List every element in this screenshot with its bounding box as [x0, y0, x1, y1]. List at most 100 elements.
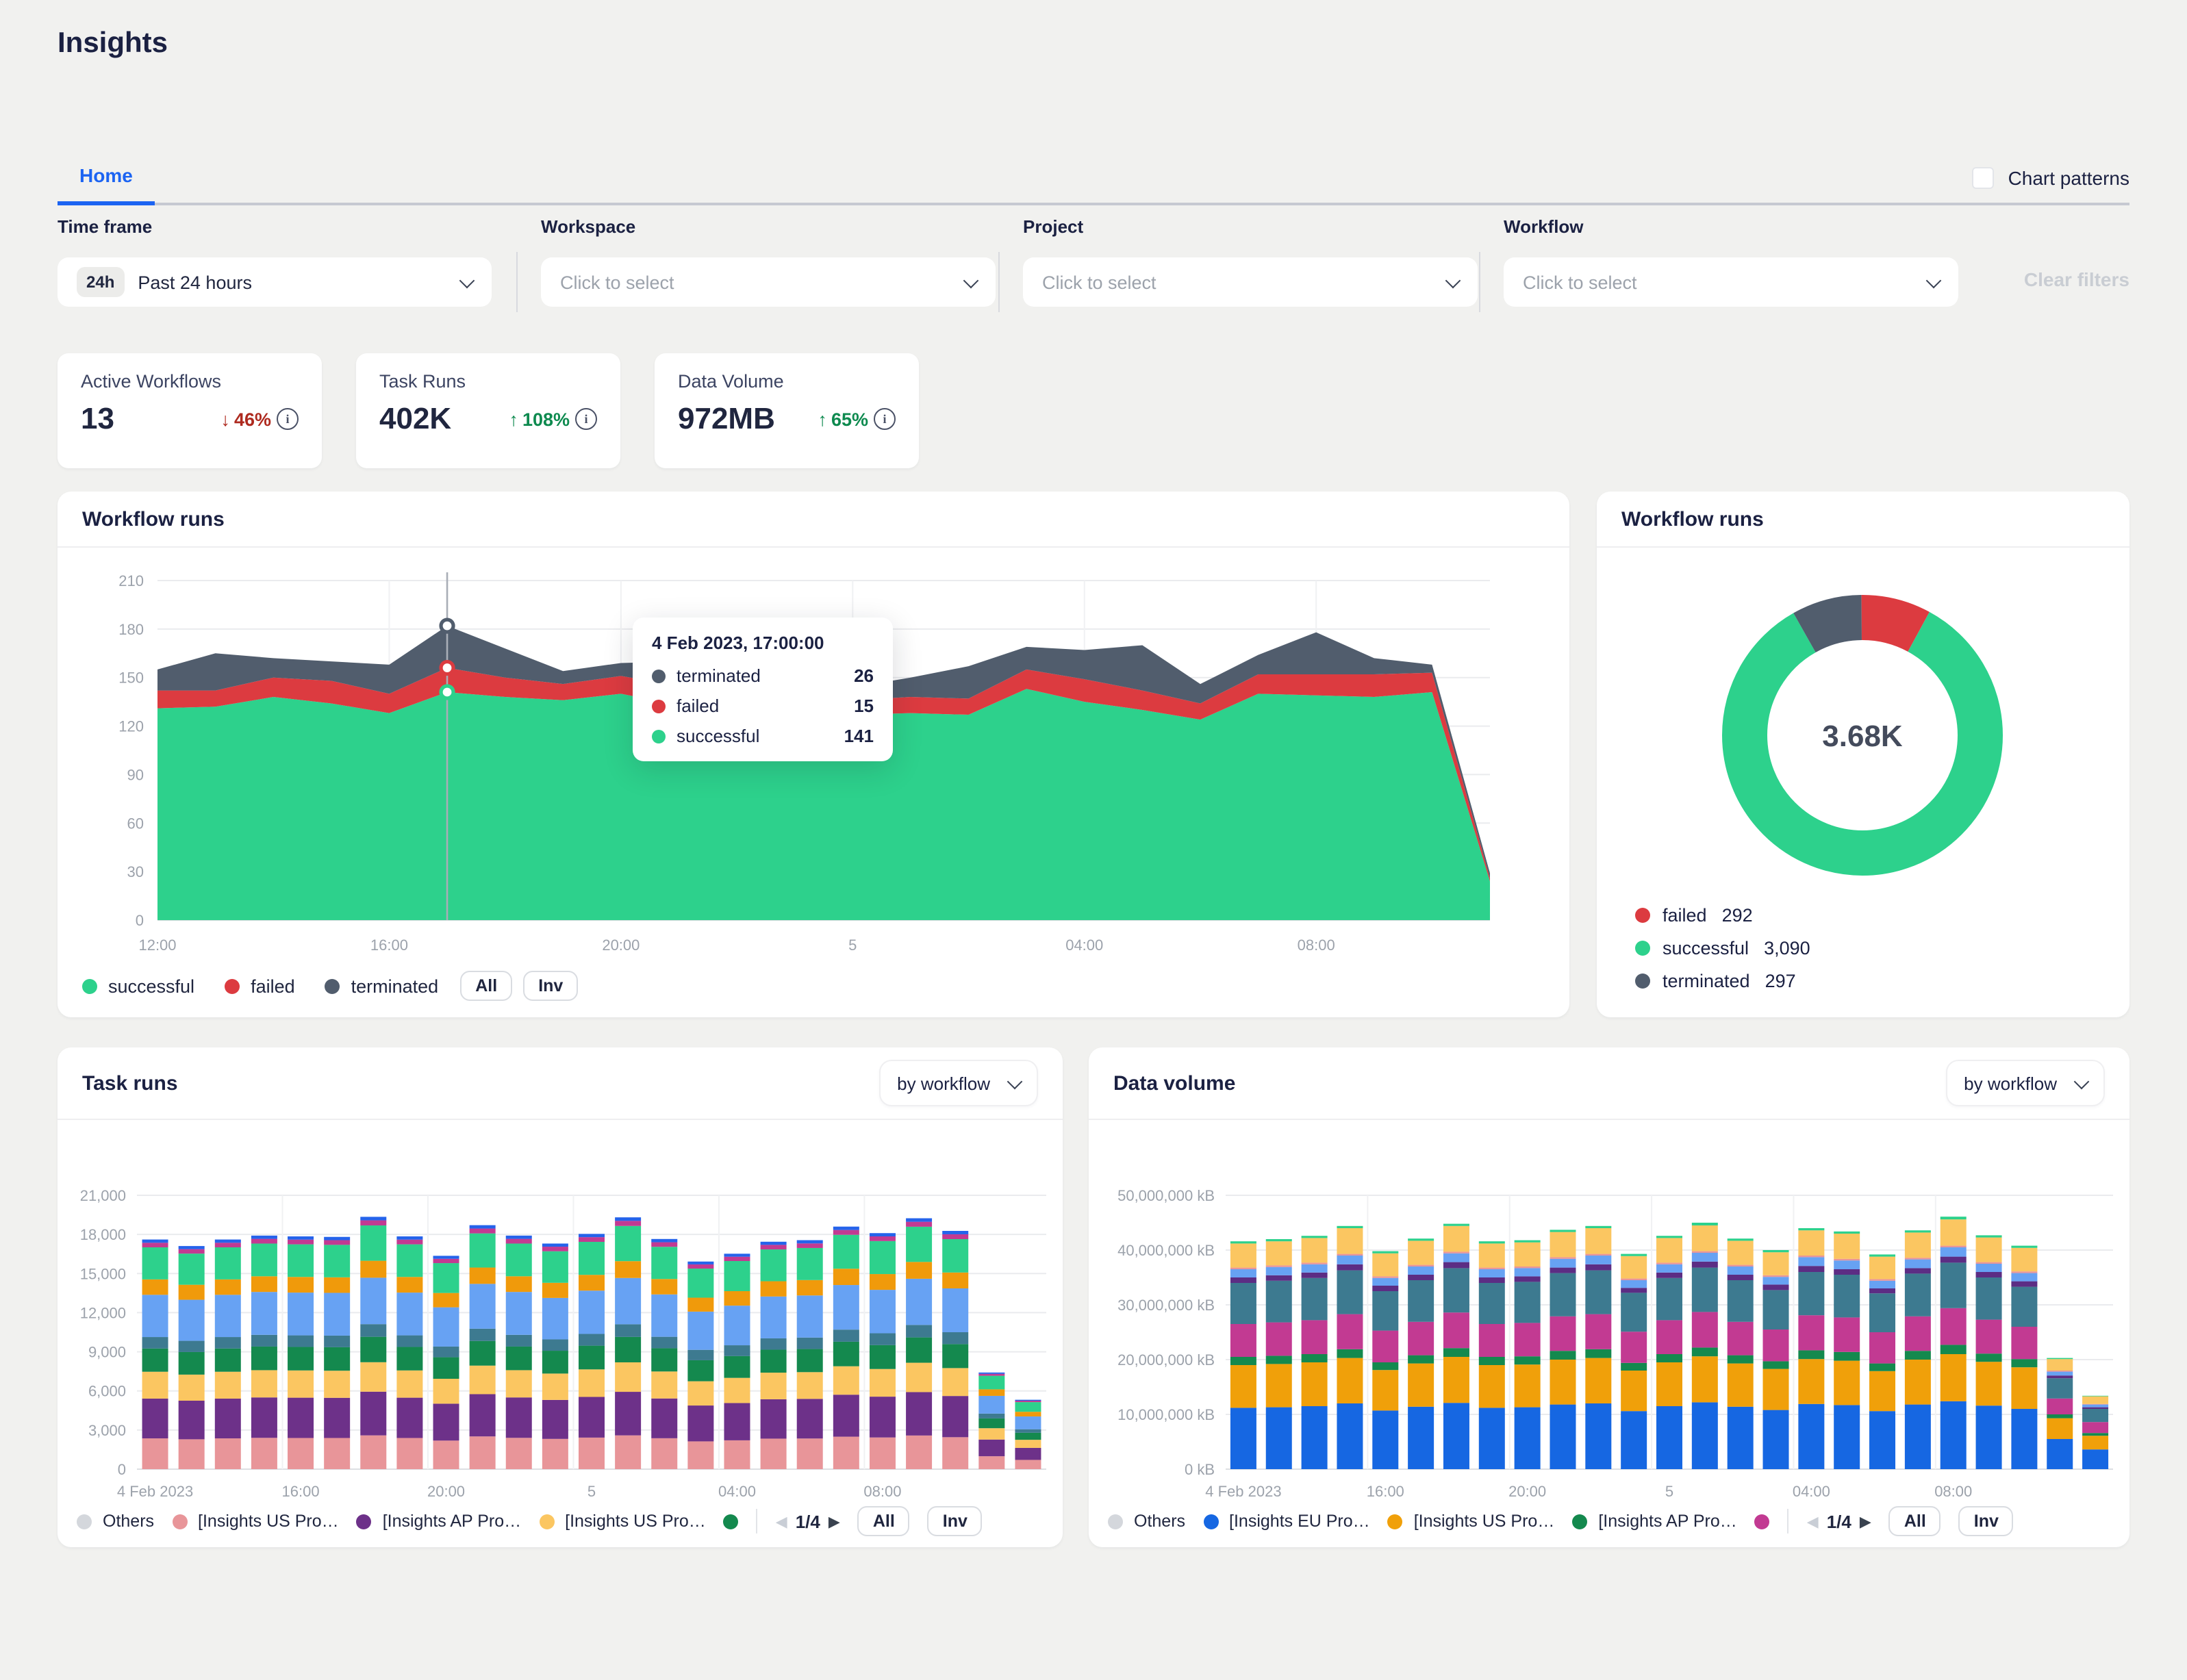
filter-divider [516, 252, 518, 312]
svg-text:21,000: 21,000 [80, 1187, 126, 1204]
workflow-select[interactable]: Click to select [1504, 257, 1958, 307]
pager-page: 1/4 [1827, 1511, 1851, 1531]
svg-text:04:00: 04:00 [1793, 1483, 1830, 1500]
arrow-down-icon: ↓ [220, 409, 230, 429]
legend-all-button[interactable]: All [858, 1506, 910, 1536]
svg-text:18,000: 18,000 [80, 1226, 126, 1243]
svg-text:5: 5 [848, 937, 857, 953]
chart-patterns-label: Chart patterns [2008, 167, 2129, 189]
info-icon[interactable]: i [277, 408, 299, 430]
svg-text:0: 0 [136, 912, 144, 929]
series-dot-icon [1388, 1514, 1403, 1529]
legend-item-terminated[interactable]: terminated [325, 976, 439, 996]
donut-legend: failed 292 successful 3,090 terminated 2… [1635, 905, 1810, 1004]
legend-inv-button[interactable]: Inv [1959, 1506, 2014, 1536]
legend-item[interactable]: [Insights AP Pro… [357, 1512, 521, 1531]
legend-item[interactable] [1755, 1514, 1770, 1529]
svg-text:50,000,000 kB: 50,000,000 kB [1117, 1187, 1215, 1204]
info-icon[interactable]: i [575, 408, 597, 430]
workspace-select[interactable]: Click to select [541, 257, 996, 307]
svg-text:9,000: 9,000 [88, 1344, 126, 1361]
svg-text:5: 5 [1665, 1483, 1673, 1500]
legend-pager: ◀1/4▶ [776, 1511, 840, 1531]
svg-text:3,000: 3,000 [88, 1422, 126, 1439]
kpi-value: 402K [379, 401, 451, 437]
data-volume-panel: Data volume by workflow 0 kB10,000,000 k… [1089, 1047, 2129, 1547]
legend-item[interactable]: [Insights US Pro… [172, 1512, 339, 1531]
legend-all-button[interactable]: All [1889, 1506, 1941, 1536]
legend-divider [1788, 1509, 1789, 1533]
pager-next-icon[interactable]: ▶ [829, 1512, 840, 1530]
kpi-value: 13 [81, 401, 114, 437]
series-dot-icon [1203, 1514, 1218, 1529]
timeframe-select[interactable]: 24h Past 24 hours [58, 257, 492, 307]
group-by-select[interactable]: by workflow [879, 1060, 1038, 1106]
legend-item[interactable]: Others [1108, 1512, 1185, 1531]
data-volume-bar-chart[interactable]: 0 kB10,000,000 kB20,000,000 kB30,000,000… [1089, 1120, 2129, 1506]
legend-divider [757, 1509, 758, 1533]
timeframe-label: Time frame [58, 216, 152, 237]
group-by-select[interactable]: by workflow [1946, 1060, 2105, 1106]
svg-text:90: 90 [127, 766, 144, 783]
legend-item-successful[interactable]: successful 3,090 [1635, 938, 1810, 958]
svg-text:150: 150 [118, 670, 144, 687]
kpi-task-runs: Task Runs 402K ↑ 108% i [356, 353, 620, 468]
legend-item[interactable] [724, 1514, 739, 1529]
chevron-down-icon [459, 272, 475, 288]
svg-text:20:00: 20:00 [427, 1483, 465, 1500]
panel-title: Workflow runs [82, 507, 225, 531]
legend-item[interactable]: [Insights AP Pro… [1572, 1512, 1736, 1531]
clear-filters-button[interactable]: Clear filters [2024, 268, 2129, 290]
svg-text:15,000: 15,000 [80, 1265, 126, 1282]
kpi-value: 972MB [678, 401, 775, 437]
failed-dot-icon [1635, 908, 1650, 923]
task-runs-panel: Task runs by workflow 03,0006,0009,00012… [58, 1047, 1063, 1547]
legend-item[interactable]: Others [77, 1512, 154, 1531]
chevron-down-icon [2074, 1073, 2090, 1089]
legend-item-successful[interactable]: successful [82, 976, 194, 996]
kpi-delta: ↓ 46% [220, 409, 271, 429]
workflow-label: Workflow [1504, 216, 1584, 237]
kpi-active-workflows: Active Workflows 13 ↓ 46% i [58, 353, 322, 468]
legend-all-button[interactable]: All [460, 971, 512, 1001]
svg-text:3.68K: 3.68K [1822, 720, 1903, 753]
filter-bar: Time frame Workspace Project Workflow 24… [58, 216, 2129, 326]
svg-text:0 kB: 0 kB [1185, 1461, 1215, 1478]
pager-prev-icon[interactable]: ◀ [1807, 1512, 1819, 1530]
data-volume-legend: Others [Insights EU Pro… [Insights US Pro…… [1108, 1506, 2119, 1536]
legend-item[interactable]: [Insights US Pro… [1388, 1512, 1555, 1531]
svg-text:08:00: 08:00 [863, 1483, 901, 1500]
chevron-down-icon [1926, 272, 1942, 288]
chart-patterns-checkbox[interactable] [1973, 167, 1995, 189]
workflow-runs-area-panel: Workflow runs 030609012015018021012:0016… [58, 492, 1569, 1017]
tab-home[interactable]: Home [58, 164, 155, 203]
svg-text:20:00: 20:00 [602, 937, 640, 953]
legend-pager: ◀ 1/4 ▶ [1807, 1511, 1871, 1531]
legend-item-terminated[interactable]: terminated 297 [1635, 971, 1810, 991]
workflow-runs-donut-chart[interactable]: 3.68K [1698, 571, 2027, 900]
terminated-dot-icon [652, 669, 666, 683]
chevron-down-icon [1445, 272, 1461, 288]
terminated-dot-icon [325, 978, 340, 993]
timeframe-badge: 24h [77, 267, 124, 297]
svg-text:12:00: 12:00 [138, 937, 176, 953]
kpi-label: Active Workflows [81, 371, 299, 392]
workspace-label: Workspace [541, 216, 635, 237]
series-dot-icon [1572, 1514, 1587, 1529]
svg-text:04:00: 04:00 [1065, 937, 1103, 953]
svg-text:40,000,000 kB: 40,000,000 kB [1117, 1242, 1215, 1259]
task-runs-legend: Others [Insights US Pro… [Insights AP Pro…… [77, 1506, 1052, 1536]
legend-item[interactable]: [Insights EU Pro… [1203, 1512, 1370, 1531]
page-title: Insights [58, 27, 168, 60]
pager-prev-icon[interactable]: ◀ [776, 1512, 787, 1530]
info-icon[interactable]: i [874, 408, 896, 430]
legend-inv-button[interactable]: Inv [928, 1506, 983, 1536]
legend-item-failed[interactable]: failed 292 [1635, 905, 1810, 926]
legend-item-failed[interactable]: failed [225, 976, 295, 996]
legend-item[interactable]: [Insights US Pro… [539, 1512, 706, 1531]
project-select[interactable]: Click to select [1023, 257, 1478, 307]
pager-next-icon[interactable]: ▶ [1860, 1512, 1871, 1530]
task-runs-bar-chart[interactable]: 03,0006,0009,00012,00015,00018,00021,000… [58, 1120, 1063, 1506]
legend-inv-button[interactable]: Inv [523, 971, 578, 1001]
successful-dot-icon [652, 729, 666, 743]
